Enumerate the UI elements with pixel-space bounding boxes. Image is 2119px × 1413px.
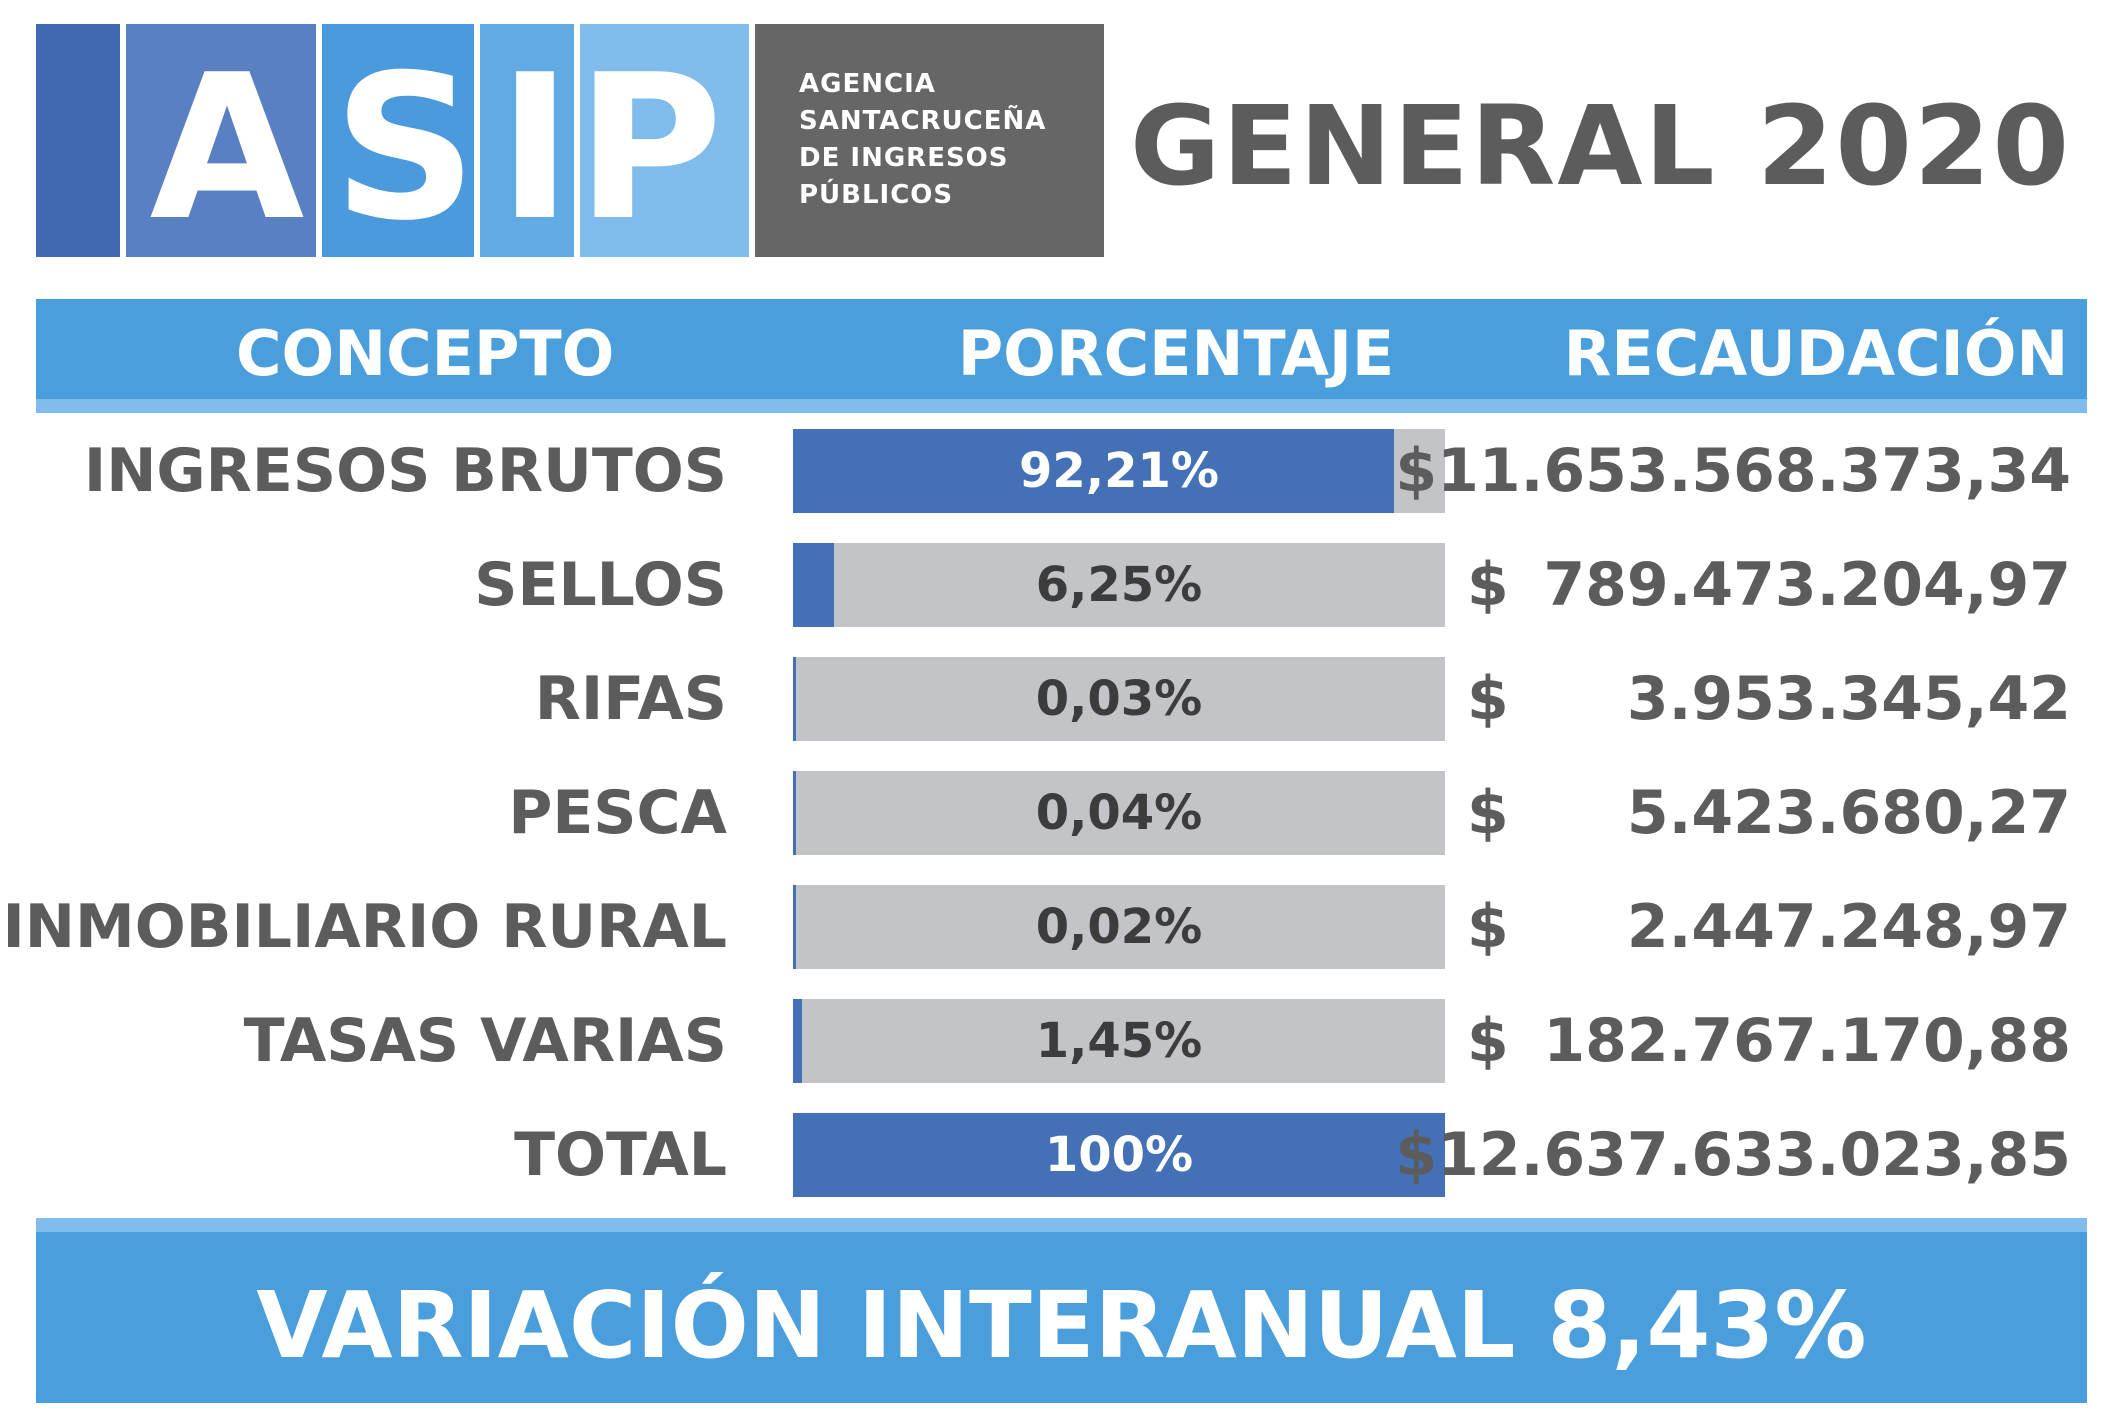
row-amount: 3.953.345,42 — [1626, 664, 2071, 734]
row-amount: 789.473.204,97 — [1543, 550, 2071, 620]
currency-symbol: $ — [1467, 892, 1509, 962]
agency-line: AGENCIA — [799, 69, 936, 99]
header-concepto: CONCEPTO — [236, 317, 615, 390]
percent-label: 6,25% — [1035, 557, 1203, 613]
percent-label: 0,03% — [1035, 671, 1203, 727]
page-title: GENERAL 2020 — [1129, 82, 2071, 210]
row-concept: INGRESOS BRUTOS — [83, 436, 727, 506]
percent-bar-fill — [793, 885, 796, 969]
logo-block-dark — [36, 24, 120, 257]
percent-bar-fill — [793, 1113, 1445, 1197]
percent-bar-track: 0,04% — [793, 771, 1445, 855]
logo-letter-a: A — [149, 32, 305, 265]
percent-bar-fill — [793, 657, 796, 741]
percent-bar-track: 0,03% — [793, 657, 1445, 741]
logo-letter-i: I — [497, 32, 572, 265]
agency-line: DE INGRESOS — [799, 143, 1009, 173]
row-amount: 182.767.170,88 — [1543, 1006, 2071, 1076]
row-concept: TOTAL — [514, 1120, 727, 1190]
currency-symbol: $ — [1467, 664, 1509, 734]
currency-symbol: $ — [1467, 778, 1509, 848]
header-recaudacion: RECAUDACIÓN — [1563, 317, 2069, 390]
header-porcentaje: PORCENTAJE — [957, 317, 1395, 390]
logo-block-a: A — [126, 24, 316, 257]
table-row: TASAS VARIAS 1,45% $182.767.170,88 — [0, 999, 2119, 1083]
table-row: TOTAL 100% $12.637.633.023,85 — [0, 1113, 2119, 1197]
table-row: INMOBILIARIO RURAL 0,02% $2.447.248,97 — [0, 885, 2119, 969]
row-concept: TASAS VARIAS — [243, 1006, 727, 1076]
percent-bar-track: 6,25% — [793, 543, 1445, 627]
percent-label: 100% — [1044, 1127, 1194, 1183]
percent-bar-fill — [793, 543, 834, 627]
logo-block-i: I — [480, 24, 574, 257]
currency-symbol: $ — [1467, 1006, 1509, 1076]
row-amount: 2.447.248,97 — [1626, 892, 2071, 962]
percent-bar-fill — [793, 771, 796, 855]
percent-label: 0,02% — [1035, 899, 1203, 955]
percent-bar-track: 0,02% — [793, 885, 1445, 969]
agency-line: PÚBLICOS — [799, 180, 954, 210]
variacion-interanual: VARIACIÓN INTERANUAL 8,43% — [256, 1272, 1867, 1379]
table-row: PESCA 0,04% $5.423.680,27 — [0, 771, 2119, 855]
percent-label: 0,04% — [1035, 785, 1203, 841]
footer-band: VARIACIÓN INTERANUAL 8,43% — [36, 1218, 2087, 1403]
percent-bar-track: 92,21% — [793, 429, 1445, 513]
percent-bar-fill — [793, 999, 802, 1083]
table-header: CONCEPTO PORCENTAJE RECAUDACIÓN — [36, 299, 2087, 413]
row-amount: $12.637.633.023,85 — [1395, 1120, 2071, 1190]
table-row: SELLOS 6,25% $789.473.204,97 — [0, 543, 2119, 627]
logo-block-p: P — [576, 24, 749, 257]
currency-symbol: $ — [1467, 550, 1509, 620]
row-amount: $11.653.568.373,34 — [1395, 436, 2071, 506]
percent-bar-track: 1,45% — [793, 999, 1445, 1083]
row-concept: PESCA — [508, 778, 727, 848]
logo-letter-p: P — [576, 32, 723, 265]
percent-label: 1,45% — [1035, 1013, 1203, 1069]
row-concept: SELLOS — [474, 550, 727, 620]
logo-block-s: S — [322, 24, 477, 257]
asip-logo: A S I P AGENCIA SANTACRUCEÑA DE INGRESOS… — [36, 24, 1104, 257]
logo-agency-block: AGENCIA SANTACRUCEÑA DE INGRESOS PÚBLICO… — [755, 24, 1104, 257]
row-concept: INMOBILIARIO RURAL — [2, 892, 727, 962]
percent-bar-track: 100% — [793, 1113, 1445, 1197]
table-row: INGRESOS BRUTOS 92,21% $11.653.568.373,34 — [0, 429, 2119, 513]
agency-name: AGENCIA SANTACRUCEÑA DE INGRESOS PÚBLICO… — [799, 66, 1046, 214]
percent-label: 92,21% — [1019, 443, 1219, 499]
percent-bar-fill — [793, 429, 1394, 513]
agency-line: SANTACRUCEÑA — [799, 106, 1047, 136]
logo-letter-s: S — [332, 32, 477, 265]
row-concept: RIFAS — [534, 664, 727, 734]
table-row: RIFAS 0,03% $3.953.345,42 — [0, 657, 2119, 741]
row-amount: 5.423.680,27 — [1626, 778, 2071, 848]
